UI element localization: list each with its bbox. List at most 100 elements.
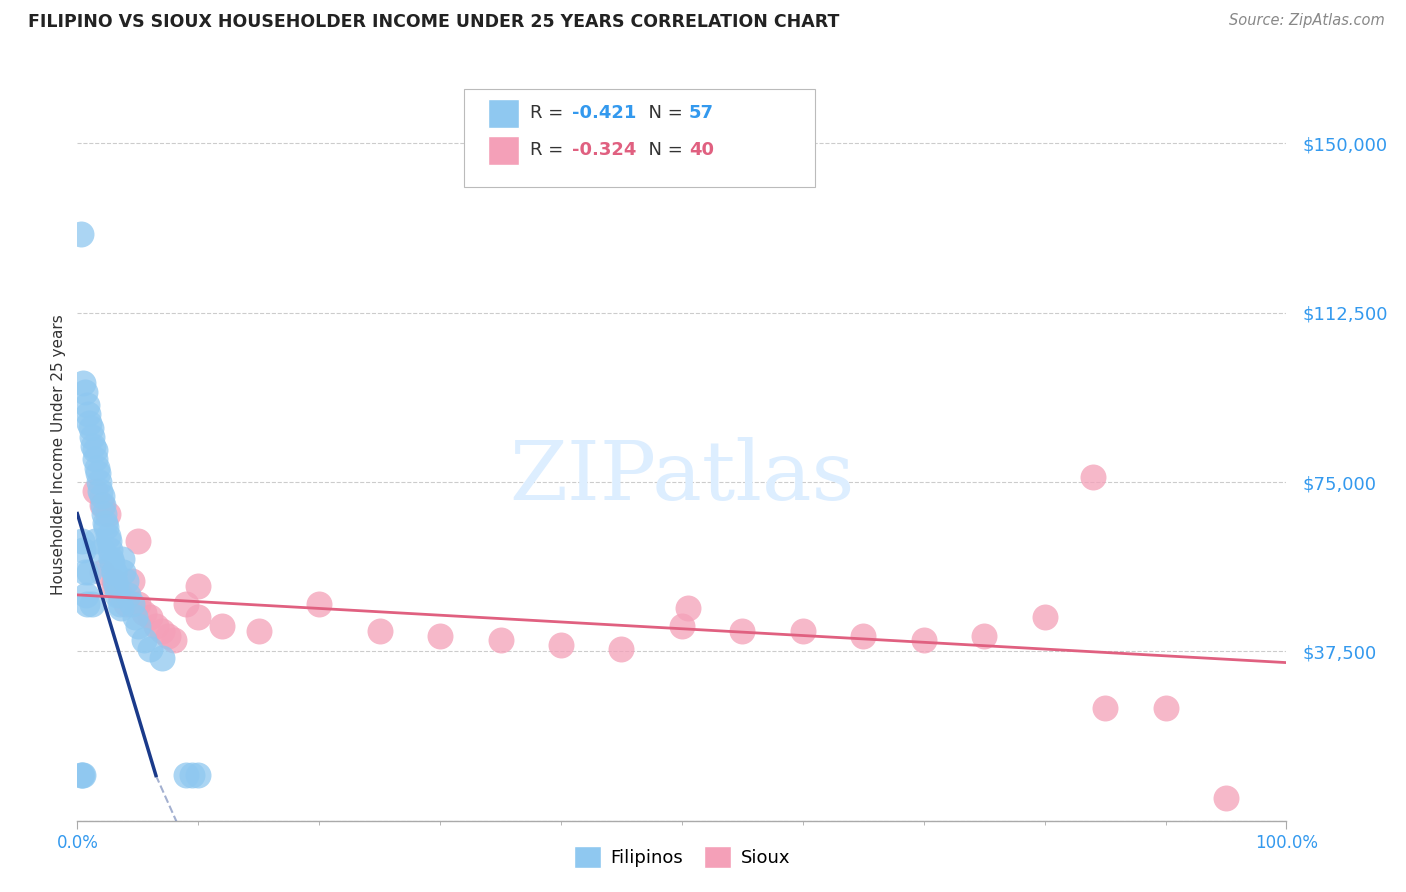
Point xyxy=(73,384,96,399)
Text: -0.324: -0.324 xyxy=(572,141,637,159)
Point xyxy=(70,227,93,241)
Text: FILIPINO VS SIOUX HOUSEHOLDER INCOME UNDER 25 YEARS CORRELATION CHART: FILIPINO VS SIOUX HOUSEHOLDER INCOME UND… xyxy=(28,13,839,31)
Point xyxy=(76,597,98,611)
Point xyxy=(139,610,162,624)
Point xyxy=(247,624,270,638)
Point xyxy=(127,533,149,548)
Point xyxy=(90,489,112,503)
Point xyxy=(103,579,125,593)
Point xyxy=(132,633,155,648)
Point xyxy=(79,417,101,431)
Point xyxy=(550,638,572,652)
Point xyxy=(110,601,132,615)
Point xyxy=(676,601,699,615)
Point xyxy=(174,597,197,611)
Point xyxy=(211,619,233,633)
Point xyxy=(187,579,209,593)
Point xyxy=(187,768,209,782)
Point xyxy=(368,624,391,638)
Point xyxy=(1154,700,1177,714)
Point xyxy=(103,566,125,580)
Text: N =: N = xyxy=(637,104,689,122)
Point xyxy=(97,533,120,548)
Point xyxy=(70,533,93,548)
Point xyxy=(87,475,110,489)
Y-axis label: Householder Income Under 25 years: Householder Income Under 25 years xyxy=(51,315,66,595)
Point xyxy=(1215,791,1237,805)
Point xyxy=(112,566,135,580)
Point xyxy=(108,588,131,602)
Point xyxy=(84,533,107,548)
Point xyxy=(105,588,128,602)
Point xyxy=(80,430,103,444)
Point xyxy=(94,516,117,530)
Point xyxy=(174,768,197,782)
Point xyxy=(84,443,107,458)
Point xyxy=(96,507,118,521)
Point xyxy=(90,498,112,512)
Point xyxy=(84,483,107,498)
Point xyxy=(117,588,139,602)
Point xyxy=(610,642,633,657)
Point xyxy=(77,407,100,421)
Point xyxy=(84,452,107,467)
Point xyxy=(105,579,128,593)
Point xyxy=(127,619,149,633)
Text: ZIPatlas: ZIPatlas xyxy=(509,437,855,516)
Legend: Filipinos, Sioux: Filipinos, Sioux xyxy=(568,841,796,874)
Point xyxy=(114,574,136,589)
Point xyxy=(124,610,146,624)
Point xyxy=(82,439,104,453)
Text: N =: N = xyxy=(637,141,689,159)
Point xyxy=(1081,470,1104,484)
Point xyxy=(150,651,173,665)
Point xyxy=(912,633,935,648)
Point xyxy=(121,574,143,589)
Point xyxy=(90,566,112,580)
Point xyxy=(671,619,693,633)
Point xyxy=(852,628,875,642)
Text: R =: R = xyxy=(530,141,569,159)
Point xyxy=(79,421,101,435)
Point xyxy=(72,376,94,390)
Point xyxy=(150,624,173,638)
Point xyxy=(108,597,131,611)
Point xyxy=(79,566,101,580)
Point xyxy=(139,642,162,657)
Point xyxy=(86,461,108,475)
Point xyxy=(96,520,118,534)
Point xyxy=(93,507,115,521)
Point xyxy=(114,597,136,611)
Point xyxy=(103,566,125,580)
Text: 40: 40 xyxy=(689,141,714,159)
Point xyxy=(489,633,512,648)
Point xyxy=(792,624,814,638)
Point xyxy=(731,624,754,638)
Point xyxy=(163,633,186,648)
Point xyxy=(100,551,122,566)
Point xyxy=(121,597,143,611)
Point xyxy=(157,628,180,642)
Point xyxy=(429,628,451,642)
Point xyxy=(98,542,121,557)
Point xyxy=(973,628,995,642)
Point xyxy=(72,542,94,557)
Point xyxy=(72,768,94,782)
Point xyxy=(308,597,330,611)
Text: 57: 57 xyxy=(689,104,714,122)
Point xyxy=(91,498,114,512)
Point xyxy=(101,556,124,570)
Point xyxy=(90,542,112,557)
Point xyxy=(103,574,125,589)
Text: R =: R = xyxy=(530,104,569,122)
Text: Source: ZipAtlas.com: Source: ZipAtlas.com xyxy=(1229,13,1385,29)
Point xyxy=(181,768,204,782)
Point xyxy=(76,398,98,412)
Point xyxy=(111,551,134,566)
Point xyxy=(187,610,209,624)
Point xyxy=(132,606,155,620)
Point xyxy=(1094,700,1116,714)
Text: -0.421: -0.421 xyxy=(572,104,637,122)
Point xyxy=(96,529,118,543)
Point xyxy=(70,768,93,782)
